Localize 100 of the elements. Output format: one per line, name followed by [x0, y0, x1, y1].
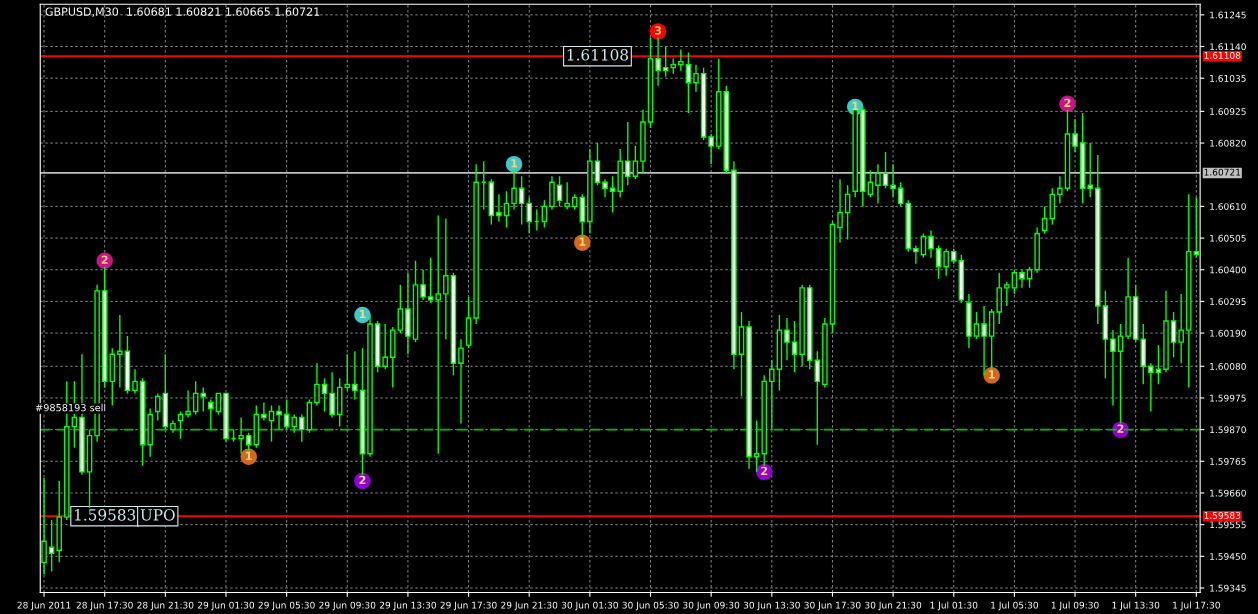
y-tick-label: 1.59450 [1210, 553, 1246, 560]
candlestick [1087, 142, 1093, 199]
candlestick [511, 169, 517, 211]
candlestick [678, 48, 684, 72]
candlestick [526, 196, 533, 235]
candlestick [208, 398, 214, 431]
candlestick [261, 401, 267, 422]
candlestick [1019, 269, 1025, 289]
candlestick [632, 145, 639, 180]
x-tick-label: 1 Jul 09:30 [1051, 601, 1099, 611]
y-tick-label: 1.59345 [1210, 584, 1246, 592]
candlestick [299, 413, 305, 443]
candlestick [245, 431, 252, 452]
candlestick [480, 160, 487, 211]
candlestick [177, 410, 184, 440]
candlestick [435, 214, 442, 455]
x-tick-label: 30 Jun 09:30 [683, 601, 740, 611]
candlestick [443, 217, 449, 340]
ref-line-label: 1.59583 [1204, 511, 1241, 519]
candlestick [655, 36, 661, 87]
candlestick [382, 323, 388, 370]
candlestick [602, 178, 608, 199]
candlestick [496, 193, 502, 223]
candlestick [1148, 362, 1154, 413]
candlestick [329, 371, 335, 419]
candlestick [791, 320, 798, 374]
x-tick-label: 28 Jun 17:30 [76, 601, 133, 611]
candlestick [564, 181, 570, 211]
candlestick [844, 184, 851, 241]
x-tick-label: 30 Jun 05:30 [622, 601, 679, 611]
candlestick [427, 256, 434, 304]
candlestick [458, 338, 464, 425]
y-tick-label: 1.59765 [1210, 458, 1246, 465]
y-tick-label: 1.61140 [1210, 43, 1246, 51]
x-tick-label: 1 Jul 17:30 [1173, 601, 1220, 611]
y-tick-label: 1.60190 [1210, 329, 1246, 337]
x-tick-label: 30 Jun 17:30 [804, 601, 861, 611]
y-tick-label: 1.60505 [1210, 234, 1246, 242]
candlestick [837, 178, 843, 244]
y-tick-label: 1.60400 [1210, 266, 1246, 274]
candlestick [314, 362, 320, 407]
candlestick [1178, 293, 1184, 364]
annotation: 2 [359, 475, 366, 484]
candlestick [685, 51, 692, 114]
x-tick-label: 1 Jul 05:30 [991, 601, 1038, 611]
x-tick-label: 29 Jun 05:30 [258, 601, 315, 611]
x-tick-label: 29 Jun 09:30 [319, 601, 376, 611]
candlestick [1041, 205, 1048, 235]
y-tick-label: 1.59660 [1210, 489, 1246, 497]
candlestick [1110, 329, 1116, 407]
annotation: #9858193 sell [35, 403, 106, 412]
candlestick [1072, 118, 1078, 153]
annotation: 1 [579, 237, 586, 246]
x-tick-label: 28 Jun 2011 [17, 601, 71, 611]
candlestick [1057, 175, 1063, 205]
annotation: 1 [359, 309, 366, 319]
annotation: 1 [246, 451, 252, 460]
candlestick [935, 244, 942, 280]
annotation: 1 [989, 370, 995, 379]
y-tick-label: 1.60080 [1210, 363, 1246, 370]
x-tick-label: 30 Jun 13:30 [743, 601, 800, 611]
candlestick [132, 368, 138, 395]
y-tick-label: 1.61245 [1210, 11, 1246, 19]
candlestick [200, 386, 207, 413]
x-tick-label: 30 Jun 01:30 [561, 601, 618, 611]
annotation: 2 [1117, 424, 1124, 433]
candlestick [185, 389, 191, 419]
candlestick [1117, 323, 1124, 425]
x-tick-label: 1 Jul 01:30 [930, 601, 978, 611]
candlestick [117, 314, 123, 389]
candlestick [913, 244, 919, 265]
annotation: 1.59583 [74, 509, 136, 521]
annotation: 2 [101, 255, 108, 264]
candlestick [291, 413, 297, 434]
y-tick-label: 1.60295 [1210, 298, 1246, 305]
candlestick [943, 247, 949, 277]
y-tick-label: 1.60925 [1210, 108, 1246, 115]
y-tick-label: 1.60610 [1210, 203, 1246, 210]
annotation: 1.61108 [567, 49, 629, 61]
chart-title: GBPUSD,M30 1.60681 1.60821 1.60665 1.60721 [45, 7, 320, 17]
candlestick [624, 121, 631, 186]
ref-line-label: 1.61108 [1204, 51, 1241, 59]
y-tick-label: 1.61035 [1210, 74, 1246, 82]
y-tick-label: 1.59870 [1210, 426, 1246, 434]
x-tick-label: 30 Jun 21:30 [865, 601, 922, 611]
x-tick-label: 29 Jun 13:30 [379, 601, 436, 611]
x-tick-label: 29 Jun 21:30 [501, 601, 558, 611]
annotation: 1 [511, 159, 518, 168]
ref-line-label: 1.60721 [1204, 168, 1241, 176]
candlestick [769, 359, 775, 431]
y-tick-label: 1.59555 [1210, 521, 1246, 529]
candlestick [215, 392, 222, 416]
candlestick [920, 232, 927, 259]
candlestick [420, 269, 426, 301]
candlestick [1004, 281, 1010, 307]
candlestick [41, 477, 47, 576]
candlestick [397, 284, 404, 334]
candlestick [973, 311, 980, 340]
candlestick [708, 133, 714, 165]
annotation: 3 [654, 26, 662, 35]
